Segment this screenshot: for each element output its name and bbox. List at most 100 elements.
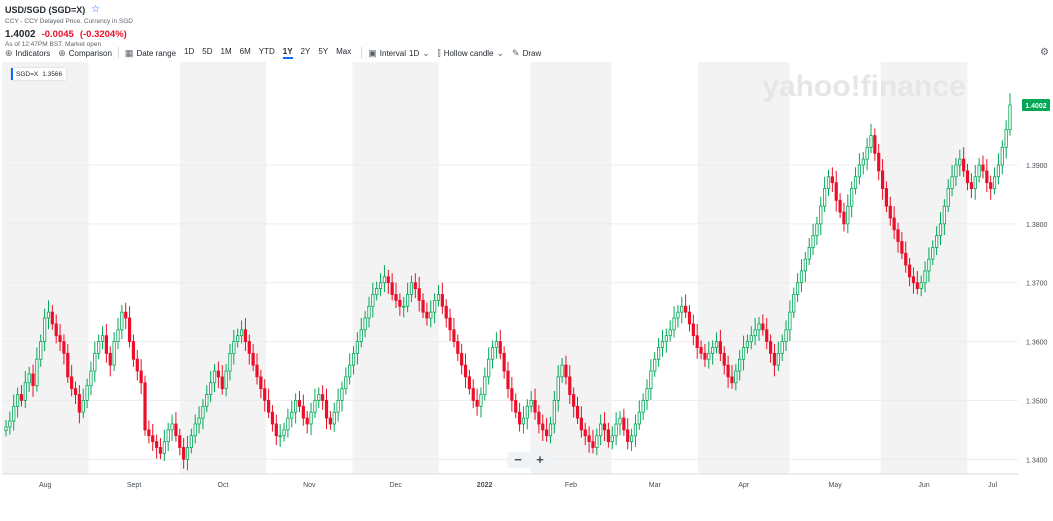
candle-body xyxy=(591,441,595,448)
candle-body xyxy=(417,288,421,301)
range-2y[interactable]: 2Y xyxy=(300,47,311,56)
candle-body xyxy=(355,341,360,354)
candle-body xyxy=(517,411,522,425)
candle-body xyxy=(425,311,429,319)
candle-body xyxy=(50,311,54,325)
candle-body xyxy=(869,135,873,148)
candle-body xyxy=(853,176,858,189)
range-5y[interactable]: 5Y xyxy=(318,47,329,56)
gear-icon[interactable]: ⚙ xyxy=(1040,47,1049,58)
range-1d[interactable]: 1D xyxy=(184,47,195,56)
candle-body xyxy=(668,329,672,337)
candle-body xyxy=(510,388,514,401)
candle-body xyxy=(911,276,916,284)
draw-button[interactable]: ✎ Draw xyxy=(512,48,541,59)
chart-type-button[interactable]: ⫿ Hollow candle ⌄ xyxy=(438,48,504,59)
interval-value: 1D xyxy=(409,48,420,58)
candle-body xyxy=(255,364,259,378)
candle-icon: ⫿ xyxy=(437,47,441,58)
symbol-title: USD/SGD (SGD=X) xyxy=(5,5,86,15)
candle-body xyxy=(811,235,815,248)
comparison-button[interactable]: ⊕ Comparison xyxy=(58,48,112,59)
candle-body xyxy=(1004,129,1008,148)
candle-body xyxy=(463,364,468,378)
range-5d[interactable]: 5D xyxy=(202,47,213,56)
indicators-button[interactable]: ⊕ Indicators xyxy=(5,48,50,59)
range-max[interactable]: Max xyxy=(336,47,352,56)
candle-body xyxy=(873,135,877,154)
zoom-in-button[interactable]: + xyxy=(536,452,544,467)
candle-body xyxy=(297,400,302,407)
candle-body xyxy=(989,182,993,189)
candle-body xyxy=(653,358,657,372)
candle-body xyxy=(151,435,155,443)
candle-body xyxy=(259,376,263,390)
candle-body xyxy=(452,329,456,342)
candle-body xyxy=(896,229,900,242)
candle-body xyxy=(70,376,74,390)
candle-body xyxy=(487,358,491,378)
interval-button[interactable]: ▣ Interval 1D ⌄ xyxy=(368,48,430,59)
candle-body xyxy=(266,400,271,413)
date-range-button[interactable]: ▦ Date range xyxy=(125,48,176,59)
candle-body xyxy=(637,411,641,425)
candle-body xyxy=(680,305,684,313)
current-price: 1.4002 xyxy=(5,29,36,40)
candle-body xyxy=(8,420,12,428)
candle-body xyxy=(877,152,881,172)
candle-body xyxy=(39,341,43,360)
price-change-percent: (-0.3204%) xyxy=(79,29,127,40)
x-tick-label: Sept xyxy=(127,482,141,489)
range-ytd[interactable]: YTD xyxy=(258,47,275,56)
legend[interactable]: SGD=X 1.3566 xyxy=(11,68,67,80)
candle-body xyxy=(305,417,309,425)
calendar-icon: ▦ xyxy=(124,47,134,58)
candle-body xyxy=(904,252,908,266)
candle-body xyxy=(691,323,695,337)
candle-body xyxy=(711,347,715,354)
candle-body xyxy=(548,423,553,437)
candle-body xyxy=(317,394,321,401)
candle-body xyxy=(185,447,190,460)
candle-body xyxy=(413,282,417,290)
candle-body xyxy=(602,423,607,431)
candle-body xyxy=(595,435,599,448)
month-band xyxy=(179,62,267,474)
chevron-down-icon: ⌄ xyxy=(422,47,430,58)
range-1m[interactable]: 1M xyxy=(220,47,232,56)
candle-body xyxy=(294,400,298,413)
plus-circle-icon: ⊕ xyxy=(58,47,66,58)
candle-body xyxy=(610,435,614,443)
candle-body xyxy=(27,373,31,384)
star-icon[interactable]: ☆ xyxy=(91,4,101,15)
candle-body xyxy=(606,429,611,443)
x-tick-label: Apr xyxy=(738,482,750,489)
candle-body xyxy=(834,182,838,201)
candle-body xyxy=(467,376,471,390)
candle-body xyxy=(324,400,329,419)
candle-body xyxy=(158,447,163,454)
candle-body xyxy=(996,164,1001,178)
candle-body xyxy=(216,370,220,378)
candle-body xyxy=(197,417,201,425)
candle-body xyxy=(436,294,441,301)
zoom-out-button[interactable]: − xyxy=(514,452,522,467)
candle-body xyxy=(579,417,583,431)
candle-body xyxy=(189,435,193,448)
range-6m[interactable]: 6M xyxy=(239,47,251,56)
candle-body xyxy=(178,435,182,448)
x-tick-label: Dec xyxy=(389,482,402,489)
candle-body xyxy=(460,352,464,366)
legend-symbol: SGD=X xyxy=(16,70,39,78)
candle-body xyxy=(444,305,448,319)
candle-body xyxy=(456,341,460,354)
y-tick-label: 1.3700 xyxy=(1026,281,1048,288)
candle-body xyxy=(753,329,757,337)
candle-body xyxy=(85,385,89,401)
candle-body xyxy=(429,311,433,319)
month-band xyxy=(880,62,968,474)
pencil-icon: ✎ xyxy=(512,47,520,58)
candle-body xyxy=(398,299,402,307)
range-1y[interactable]: 1Y xyxy=(282,47,293,59)
